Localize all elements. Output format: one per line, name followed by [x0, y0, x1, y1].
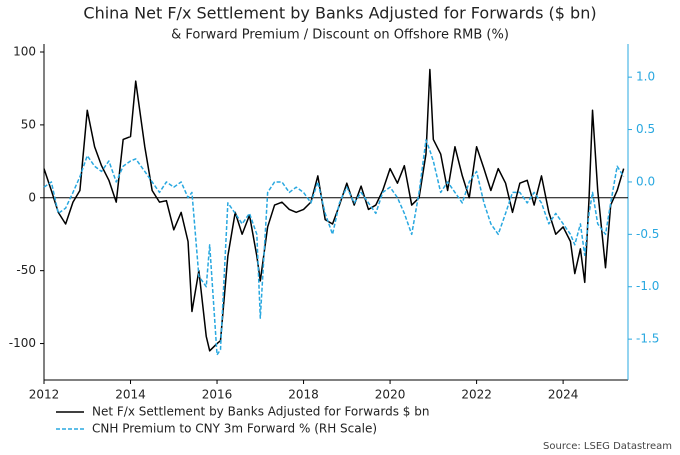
x-tick-label: 2022 — [461, 388, 492, 402]
x-tick-label: 2018 — [288, 388, 319, 402]
y2-tick-label: 0.0 — [636, 174, 655, 188]
x-tick-label: 2020 — [375, 388, 406, 402]
y2-tick-label: -0.5 — [636, 227, 659, 241]
y-tick-label: 0 — [28, 190, 36, 204]
y-tick-label: 100 — [13, 45, 36, 59]
series-line — [43, 68, 625, 352]
x-tick-label: 2024 — [548, 388, 579, 402]
source-note: Source: LSEG Datastream — [543, 441, 672, 452]
x-tick-label: 2016 — [202, 388, 233, 402]
y2-tick-label: 0.5 — [636, 122, 655, 136]
y-tick-label: 50 — [21, 117, 36, 131]
legend-label: CNH Premium to CNY 3m Forward % (RH Scal… — [92, 422, 377, 436]
y2-tick-label: -1.0 — [636, 279, 659, 293]
y2-tick-label: 1.0 — [636, 70, 655, 84]
chart-subtitle: & Forward Premium / Discount on Offshore… — [171, 28, 509, 43]
y-tick-label: -50 — [16, 263, 36, 277]
y-tick-label: -100 — [9, 336, 36, 350]
x-tick-label: 2014 — [115, 388, 146, 402]
legend-label: Net F/x Settlement by Banks Adjusted for… — [92, 405, 429, 419]
chart-title: China Net F/x Settlement by Banks Adjust… — [83, 4, 596, 23]
y2-tick-label: -1.5 — [636, 332, 659, 346]
x-tick-label: 2012 — [29, 388, 60, 402]
series-line — [43, 139, 625, 356]
